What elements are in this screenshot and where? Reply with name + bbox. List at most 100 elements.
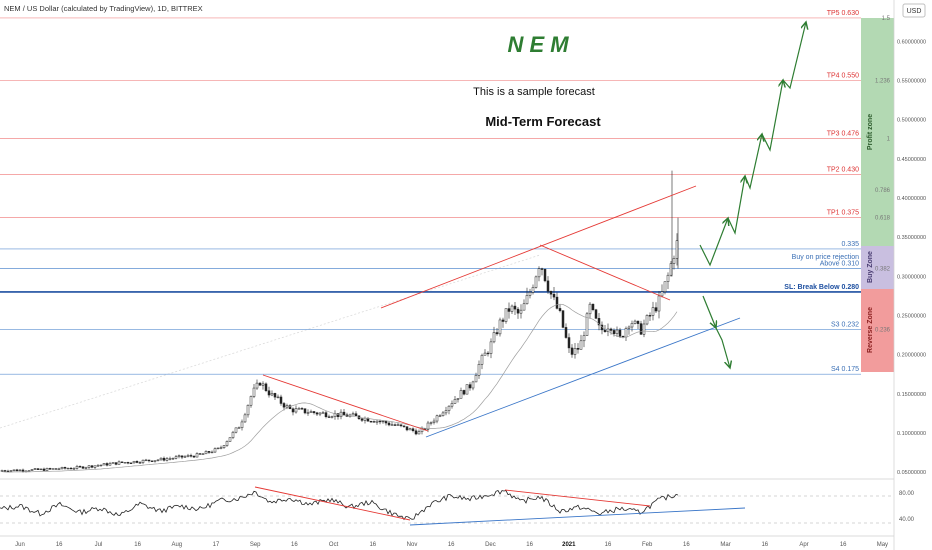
candle-body	[405, 426, 409, 431]
forecast-arrow-4	[761, 80, 783, 152]
candle-body	[3, 470, 7, 472]
candle-body	[246, 404, 250, 416]
reverse-zone-label: Reverse Zone	[867, 307, 874, 353]
forecast-arrow-2	[727, 176, 745, 235]
time-tick-4: Aug	[171, 542, 182, 548]
candle-body	[60, 467, 64, 470]
candle-body	[12, 469, 16, 471]
candle-body	[645, 315, 649, 325]
candle-body	[390, 424, 394, 426]
oscillator-line	[0, 489, 679, 521]
candle-body	[108, 463, 112, 466]
candle-body	[201, 453, 205, 455]
time-tick-3: 16	[134, 542, 141, 548]
buy-zone-bar	[861, 246, 894, 289]
fib-extra-label-0: 0.786	[875, 188, 891, 194]
currency-badge[interactable]: USD	[902, 3, 926, 18]
candle-body	[648, 315, 652, 317]
time-tick-14: 2021	[562, 542, 576, 548]
candle-body	[273, 393, 277, 398]
candle-body	[285, 405, 289, 408]
candle-body	[561, 310, 565, 328]
candle-body	[39, 468, 43, 471]
fib-label-9: 0.236	[875, 328, 891, 334]
osc-tick-1: 40.00	[899, 517, 915, 523]
time-tick-1: 16	[56, 542, 63, 548]
candle-body	[441, 412, 445, 417]
candle-body	[45, 468, 49, 471]
candle-body	[300, 408, 304, 410]
candle-body	[153, 460, 157, 462]
candle-body	[183, 456, 187, 458]
fib-label-1: 1.236	[875, 79, 891, 85]
candle-body	[27, 470, 31, 472]
candle-body	[501, 319, 505, 322]
candle-body	[462, 390, 466, 395]
level-label-3: TP2 0.430	[827, 167, 859, 174]
candle-body	[489, 341, 493, 354]
candle-body	[396, 424, 400, 426]
candle-body	[525, 295, 529, 305]
candle-body	[369, 421, 373, 423]
candle-body	[72, 468, 76, 470]
candle-body	[117, 461, 121, 465]
candle-body	[537, 268, 541, 278]
time-tick-19: 16	[761, 542, 768, 548]
price-tick-10: 0.10000000	[897, 431, 926, 437]
candle-body	[237, 427, 241, 429]
candle-body	[54, 468, 58, 470]
forecast-arrow-3	[744, 134, 762, 190]
price-tick-6: 0.30000000	[897, 274, 926, 280]
candle-body	[615, 329, 619, 334]
forecast-arrow-1	[699, 218, 728, 267]
osc-trend-red-1	[254, 486, 411, 521]
candle-body	[114, 462, 118, 465]
candle-body	[63, 467, 67, 469]
candle-body	[219, 447, 223, 449]
candle-body	[306, 412, 310, 414]
candle-body	[123, 462, 127, 464]
trendline-resistance-1	[262, 374, 429, 432]
candle-body	[192, 455, 196, 458]
candle-body	[546, 280, 550, 292]
candle-body	[99, 464, 103, 467]
price-tick-8: 0.20000000	[897, 353, 926, 359]
candle-body	[495, 332, 499, 335]
candle-body	[339, 411, 343, 417]
osc-trend-blue	[409, 507, 746, 526]
candle-body	[528, 292, 532, 296]
price-tick-11: 0.05000000	[897, 470, 926, 476]
candle-body	[261, 383, 265, 386]
candle-body	[531, 287, 535, 293]
candle-body	[225, 441, 229, 446]
candles	[0, 170, 679, 473]
candle-body	[234, 427, 238, 433]
candle-body	[549, 290, 553, 295]
oscillator-axis: 80.00 40.00	[899, 491, 915, 523]
candle-body	[276, 396, 280, 399]
forecast-arrow-down-1	[702, 295, 716, 328]
candle-body	[84, 467, 88, 469]
candle-body	[189, 455, 193, 457]
candle-body	[6, 470, 10, 473]
candle-body	[558, 308, 562, 311]
time-tick-11: 16	[448, 542, 455, 548]
candle-body	[516, 308, 520, 314]
chart-subtitle: This is a sample forecast	[473, 86, 595, 98]
candle-body	[81, 466, 85, 469]
candle-body	[129, 462, 133, 464]
time-tick-16: Feb	[642, 542, 653, 548]
level-label-5: 0.335	[841, 241, 859, 248]
time-tick-7: 16	[291, 542, 298, 548]
candle-body	[15, 469, 19, 472]
candle-body	[642, 323, 646, 335]
price-tick-9: 0.15000000	[897, 392, 926, 398]
candle-body	[267, 390, 271, 396]
candle-body	[603, 329, 607, 332]
candle-body	[519, 309, 523, 314]
profit-zone-label: Profit zone	[867, 114, 874, 150]
candle-body	[591, 303, 595, 311]
candle-body	[249, 396, 253, 406]
time-tick-6: Sep	[250, 542, 261, 548]
candle-body	[453, 399, 457, 404]
